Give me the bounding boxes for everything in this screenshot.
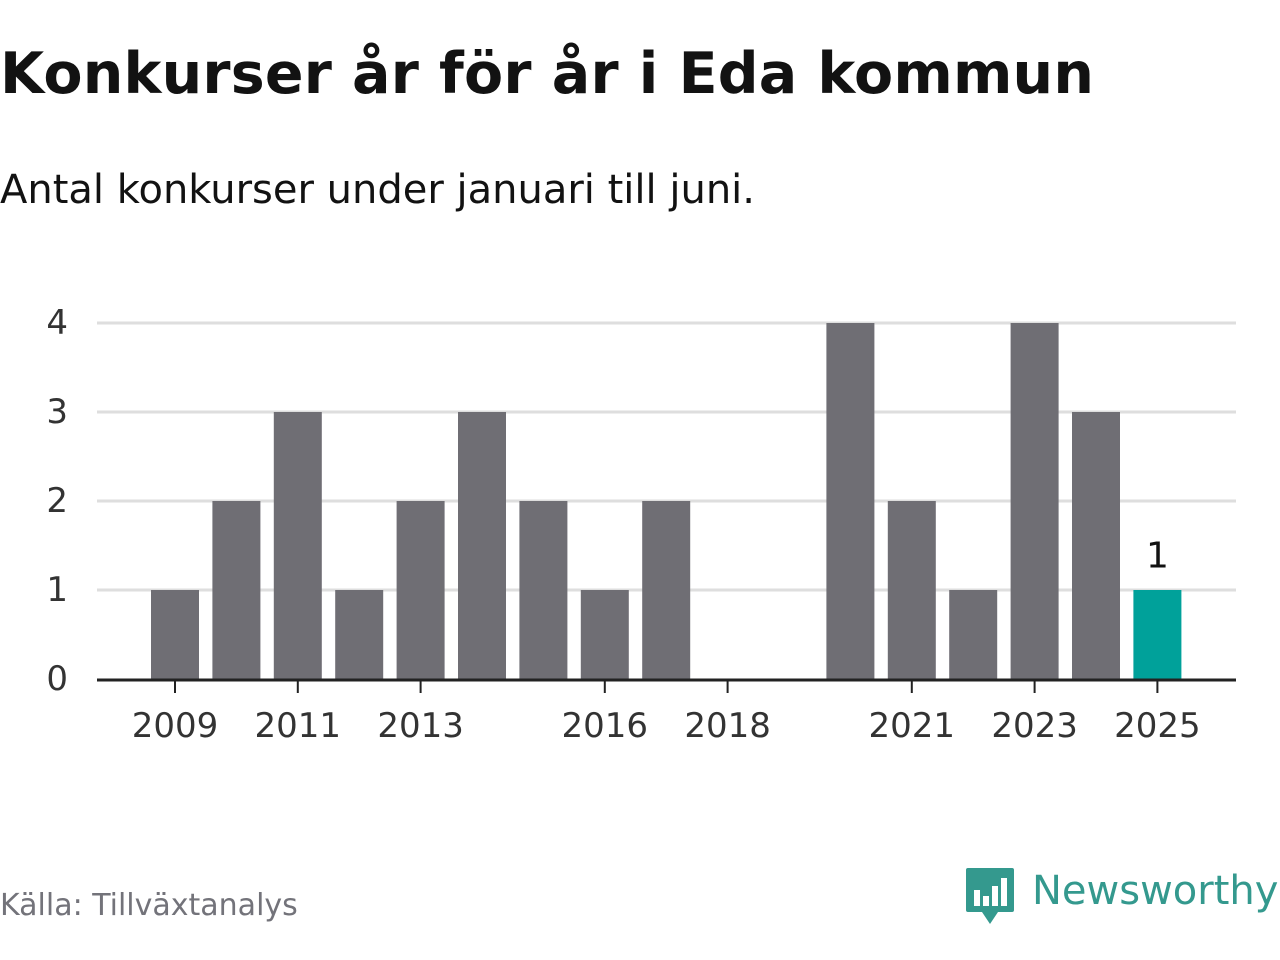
newsworthy-brand: Newsworthy — [964, 864, 1278, 928]
bar-2009 — [151, 590, 199, 679]
y-tick-label: 2 — [46, 481, 68, 521]
chart-subtitle: Antal konkurser under januari till juni. — [0, 167, 755, 213]
bar-2023 — [1010, 323, 1059, 679]
bar-2013 — [396, 501, 445, 679]
bar-2020 — [826, 323, 875, 679]
x-tick-label: 2021 — [869, 706, 956, 746]
y-axis-ticks: 0 1 2 3 4 — [46, 303, 68, 699]
x-tick-label: 2011 — [255, 706, 342, 746]
bar-2011 — [273, 412, 322, 679]
x-tick-label: 2016 — [562, 706, 649, 746]
bar-2015 — [519, 501, 568, 679]
y-tick-label: 1 — [46, 570, 68, 610]
brand-name: Newsworthy — [1032, 868, 1279, 914]
bar-2021 — [887, 501, 936, 679]
data-labels: 1 — [1146, 536, 1169, 577]
y-tick-label: 3 — [46, 392, 68, 432]
bar-2017 — [642, 501, 691, 679]
x-tick-label: 2013 — [377, 706, 464, 746]
bar-2016 — [580, 590, 629, 679]
y-tick-label: 4 — [46, 303, 68, 343]
data-label-2025: 1 — [1146, 536, 1169, 577]
bar-2012 — [335, 590, 384, 679]
bar-2022 — [949, 590, 998, 679]
chart-title: Konkurser år för år i Eda kommun — [0, 41, 1095, 107]
source-note: Källa: Tillväxtanalys — [0, 888, 298, 923]
bar-2010 — [212, 501, 261, 679]
bars — [151, 323, 1182, 679]
x-axis-ticks: 2009 2011 2013 2016 2018 2021 2023 2025 — [132, 679, 1201, 746]
x-tick-label: 2025 — [1114, 706, 1201, 746]
x-tick-label: 2009 — [132, 706, 219, 746]
x-tick-label: 2023 — [991, 706, 1078, 746]
y-tick-label: 0 — [46, 659, 68, 699]
bar-2025 — [1133, 590, 1182, 679]
x-tick-label: 2018 — [684, 706, 771, 746]
bar-2014 — [458, 412, 506, 679]
bar-2024 — [1072, 412, 1120, 679]
newsworthy-logo-icon — [966, 868, 1014, 924]
